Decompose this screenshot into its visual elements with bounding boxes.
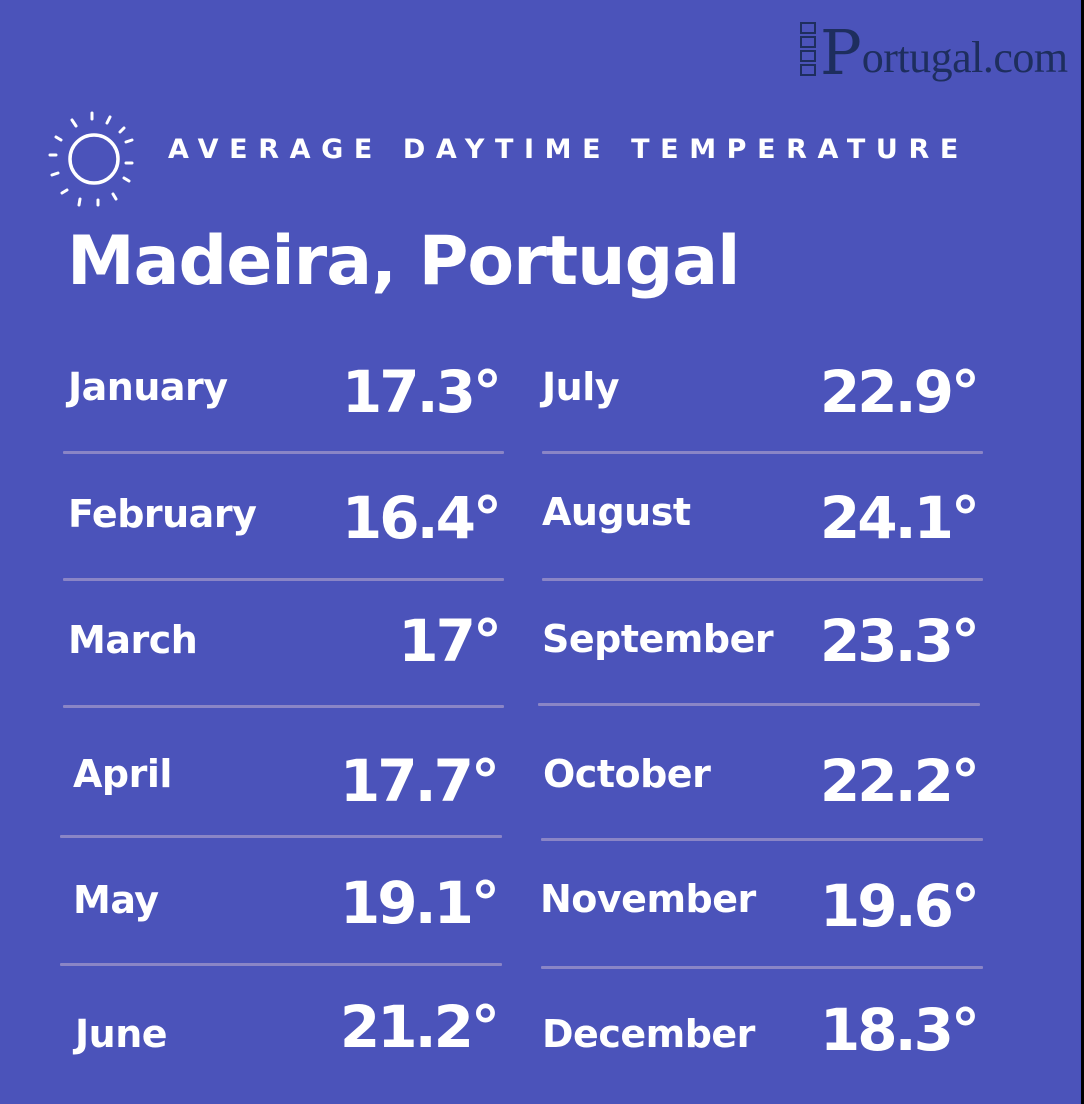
divider: [60, 835, 502, 838]
sun-icon: [48, 111, 134, 207]
divider: [541, 966, 983, 969]
divider: [538, 703, 980, 706]
divider: [63, 578, 504, 581]
divider: [541, 838, 983, 841]
month-label-july: July: [542, 365, 620, 409]
temp-value-august: 24.1°: [819, 484, 980, 552]
temp-value-march: 17°: [398, 607, 502, 675]
temp-value-april: 17.7°: [339, 747, 500, 815]
page-title: Madeira, Portugal: [67, 222, 740, 301]
divider: [63, 705, 504, 708]
temp-value-september: 23.3°: [819, 607, 980, 675]
month-label-november: November: [540, 877, 756, 921]
logo-text: ortugal.com: [861, 33, 1068, 82]
temp-value-may: 19.1°: [339, 869, 500, 937]
month-label-september: September: [542, 617, 774, 661]
month-label-august: August: [542, 490, 691, 534]
divider: [63, 451, 504, 454]
temp-value-january: 17.3°: [341, 358, 502, 426]
portugal-com-logo[interactable]: P ortugal.com: [798, 10, 1068, 90]
month-label-december: December: [542, 1012, 755, 1056]
divider: [60, 963, 502, 966]
subtitle: AVERAGE DAYTIME TEMPERATURE: [168, 134, 969, 165]
month-label-january: January: [68, 365, 228, 409]
divider: [542, 578, 983, 581]
month-label-march: March: [68, 618, 198, 662]
month-label-june: June: [75, 1012, 168, 1056]
month-label-april: April: [73, 752, 172, 796]
temp-value-november: 19.6°: [819, 872, 980, 940]
temp-value-july: 22.9°: [819, 358, 980, 426]
temp-value-june: 21.2°: [339, 993, 500, 1061]
month-label-february: February: [68, 492, 257, 536]
divider: [542, 451, 983, 454]
temp-value-february: 16.4°: [341, 484, 502, 552]
month-label-may: May: [73, 878, 159, 922]
month-label-october: October: [543, 752, 711, 796]
temp-value-december: 18.3°: [819, 996, 980, 1064]
logo-initial: P: [820, 16, 862, 89]
tile-pattern-icon: [798, 20, 818, 82]
temp-value-october: 22.2°: [819, 747, 980, 815]
